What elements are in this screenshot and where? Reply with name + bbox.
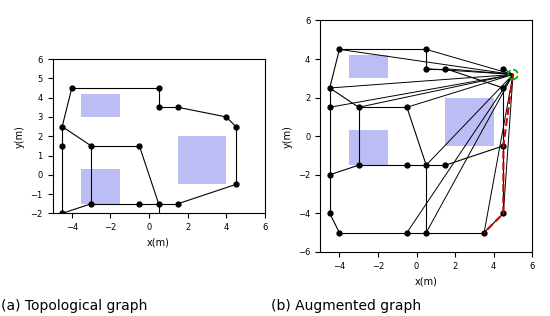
X-axis label: x(m): x(m): [415, 276, 438, 286]
Text: (a) Topological graph: (a) Topological graph: [1, 299, 147, 313]
Bar: [81, 169, 120, 204]
Bar: [349, 55, 388, 78]
Text: (b) Augmented graph: (b) Augmented graph: [272, 299, 421, 313]
Bar: [178, 136, 226, 185]
Y-axis label: y(m): y(m): [283, 125, 293, 148]
Bar: [446, 98, 494, 146]
X-axis label: x(m): x(m): [147, 238, 170, 248]
Bar: [81, 94, 120, 117]
Bar: [349, 131, 388, 165]
Y-axis label: y(m): y(m): [15, 125, 25, 148]
